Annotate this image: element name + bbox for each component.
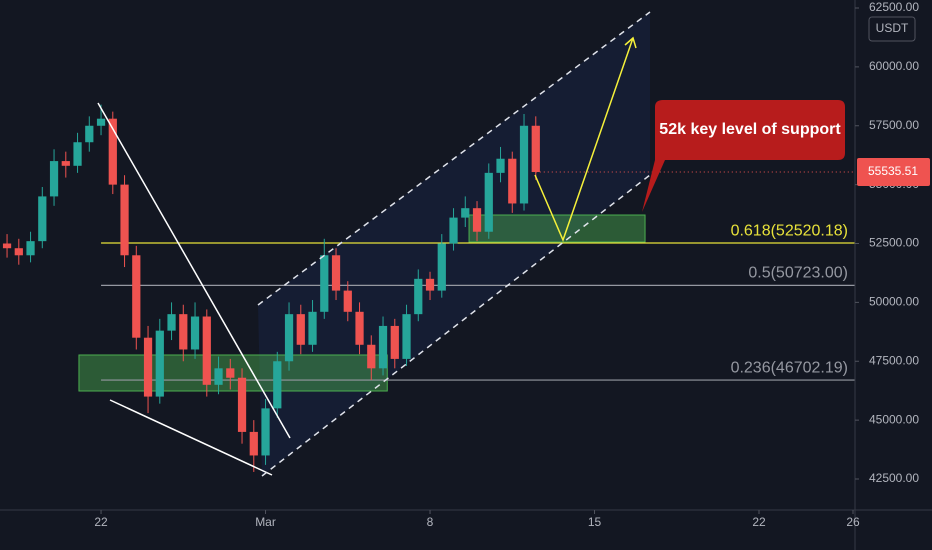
projection-arrow — [534, 37, 634, 243]
x-tick-label: Mar — [255, 515, 276, 529]
fib-label: 0.5(50723.00) — [748, 265, 848, 282]
y-tick-label: 62500.00 — [869, 0, 919, 14]
candle-body — [214, 368, 223, 385]
candle-body — [14, 248, 23, 256]
candle-body — [261, 408, 270, 456]
candle-body — [202, 316, 211, 385]
fib-label: 0.618(52520.18) — [731, 222, 848, 239]
candle-body — [496, 158, 505, 173]
candle-body — [449, 217, 458, 244]
candle-body — [179, 314, 188, 350]
candle-body — [472, 208, 482, 232]
candle-body — [437, 243, 446, 291]
fib-label: 0.236(46702.19) — [731, 359, 848, 376]
currency-box — [868, 16, 916, 42]
trend-line — [97, 102, 291, 439]
channel-line — [261, 174, 651, 477]
candle-body — [26, 241, 35, 256]
candle-body — [49, 161, 59, 197]
candle-body — [425, 278, 435, 291]
trend-line — [109, 399, 273, 476]
y-tick-label: 42500.00 — [869, 471, 919, 485]
support-zone — [468, 214, 646, 243]
y-tick-label: 47500.00 — [869, 353, 919, 367]
x-tick-label: 22 — [94, 515, 108, 529]
candle-body — [508, 158, 517, 204]
x-tick-label: 8 — [427, 515, 434, 529]
candle-body — [237, 377, 247, 432]
candle-body — [320, 255, 329, 312]
candle-body — [38, 196, 47, 242]
candle-body — [273, 361, 282, 409]
candle-body — [120, 184, 129, 256]
candle-body — [132, 255, 141, 338]
candle-body — [73, 142, 82, 166]
last-price-tag — [857, 158, 930, 187]
last-price-label: 55535.51 — [868, 164, 918, 178]
candle-body — [367, 344, 376, 369]
candle-body — [155, 330, 164, 397]
candle-body — [226, 368, 235, 378]
candle-body — [85, 125, 94, 143]
currency-label: USDT — [876, 21, 909, 35]
candle-body — [461, 208, 470, 218]
candle-body — [143, 337, 153, 397]
callout — [642, 100, 845, 212]
y-tick-label: 52500.00 — [869, 236, 919, 250]
candle-body — [484, 172, 493, 232]
candle-body — [108, 118, 117, 185]
candle-body — [414, 278, 423, 315]
y-tick-label: 60000.00 — [869, 59, 919, 73]
candle-body — [378, 325, 388, 369]
candle-body — [402, 314, 411, 359]
candle-body — [167, 314, 176, 331]
candle-body — [531, 125, 540, 173]
candle-body — [355, 311, 364, 345]
candle-body — [519, 125, 529, 204]
candle-body — [308, 311, 317, 345]
candle-body — [249, 431, 258, 456]
candle-body — [296, 314, 305, 345]
y-tick-label: 50000.00 — [869, 295, 919, 309]
channel-line — [257, 11, 651, 306]
x-tick-label: 15 — [588, 515, 602, 529]
y-tick-label: 57500.00 — [869, 118, 919, 132]
candle-body — [331, 255, 341, 291]
arrow-head — [624, 36, 637, 49]
candle-body — [96, 118, 106, 126]
candle-body — [390, 325, 399, 359]
candle-body — [284, 314, 294, 362]
candle-body — [343, 290, 352, 312]
candle-body — [190, 316, 200, 350]
callout-text: 52k key level of support — [659, 121, 841, 138]
x-tick-label: 22 — [752, 515, 766, 529]
y-tick-label: 45000.00 — [869, 412, 919, 426]
candle-body — [61, 161, 70, 166]
candle-body — [2, 243, 12, 249]
x-tick-label: 26 — [846, 515, 860, 529]
